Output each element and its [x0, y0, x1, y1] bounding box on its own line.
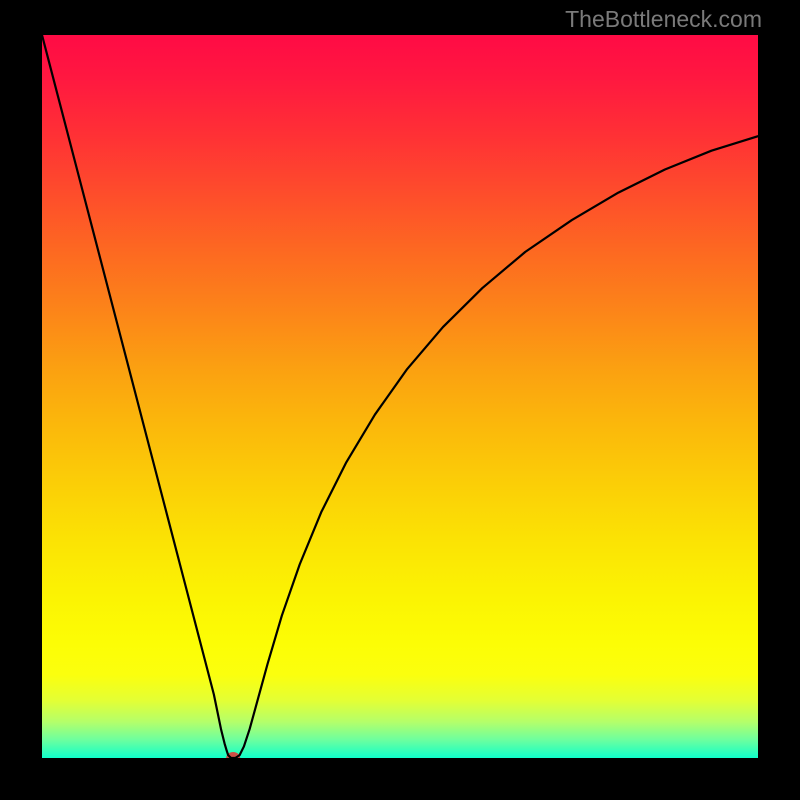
gradient-background: [42, 35, 758, 758]
watermark-text: TheBottleneck.com: [565, 6, 762, 33]
plot-area: [42, 35, 758, 758]
chart-frame: TheBottleneck.com: [0, 0, 800, 800]
gradient-plot-svg: [42, 35, 758, 758]
